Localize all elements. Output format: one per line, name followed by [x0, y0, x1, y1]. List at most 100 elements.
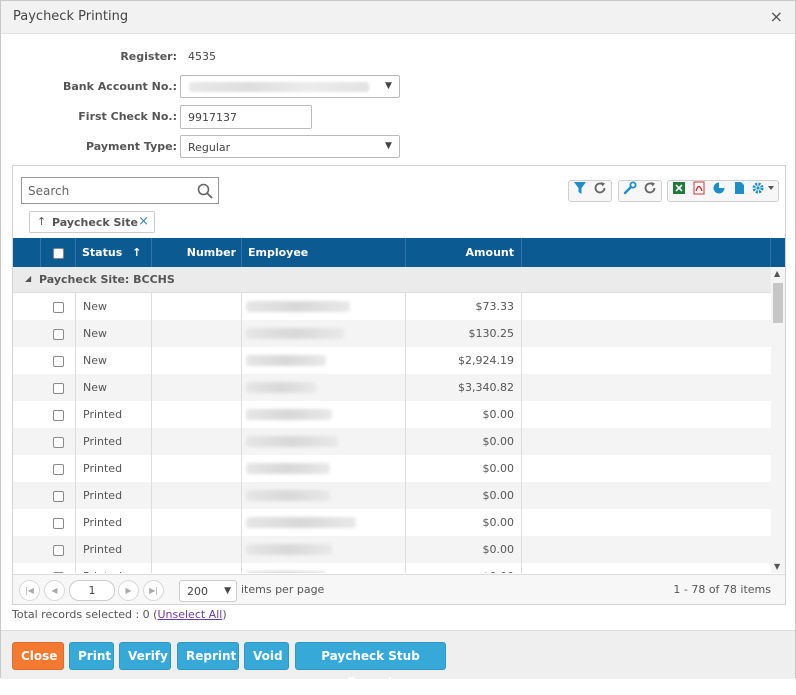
pdf-icon[interactable]: [689, 181, 709, 201]
unselect-all-link[interactable]: Unselect All: [157, 608, 223, 621]
dialog-footer: Close Print Verify Reprint Void Paycheck…: [1, 630, 795, 689]
print-button[interactable]: Print: [69, 642, 114, 670]
redacted-employee-name: [246, 517, 356, 528]
table-row[interactable]: Printed $0.00: [13, 563, 771, 573]
previous-page-icon[interactable]: ◀: [44, 580, 65, 601]
row-checkbox[interactable]: [52, 355, 64, 367]
reprint-button[interactable]: Reprint: [177, 642, 239, 670]
first-check-value: 9917137: [188, 111, 237, 124]
close-button[interactable]: Close: [12, 642, 64, 670]
row-employee: [242, 563, 406, 573]
table-row[interactable]: Printed $0.00: [13, 482, 771, 509]
row-checkbox[interactable]: [52, 301, 64, 313]
header-employee[interactable]: Employee: [242, 238, 406, 267]
items-per-page-label: items per page: [241, 583, 325, 596]
row-number: [152, 320, 242, 347]
row-number: [152, 509, 242, 536]
chart-icon[interactable]: [709, 181, 729, 201]
wrench-icon[interactable]: [620, 181, 640, 201]
scroll-thumb[interactable]: [773, 283, 783, 323]
payment-type-select[interactable]: Regular ▼: [180, 135, 400, 158]
table-row[interactable]: Printed $0.00: [13, 428, 771, 455]
select-all-checkbox[interactable]: [52, 247, 64, 259]
paycheck-grid: Search: [12, 165, 786, 605]
table-row[interactable]: Printed $0.00: [13, 536, 771, 563]
search-input[interactable]: Search: [21, 177, 219, 204]
row-status: Printed: [76, 482, 152, 509]
row-amount: $0.00: [406, 509, 522, 536]
table-row[interactable]: New $3,340.82: [13, 374, 771, 401]
row-employee: [242, 455, 406, 482]
selection-summary: Total records selected : 0 (Unselect All…: [12, 608, 227, 621]
chevron-down-icon: ▼: [385, 141, 392, 151]
first-page-icon[interactable]: |◀: [19, 580, 40, 601]
row-checkbox[interactable]: [52, 517, 64, 529]
last-page-icon[interactable]: ▶|: [143, 580, 164, 601]
row-amount: $0.00: [406, 401, 522, 428]
row-select-cell: [41, 482, 76, 509]
filter-icon[interactable]: [570, 181, 590, 201]
group-chip-paycheck-site[interactable]: ↑ Paycheck Site ×: [29, 211, 155, 233]
scroll-up-icon[interactable]: ▲: [774, 269, 781, 278]
row-status: Printed: [76, 455, 152, 482]
document-icon[interactable]: [729, 181, 749, 201]
grid-rows: New $73.33 New $130.25 New $2,924.19: [13, 293, 771, 573]
total-selected-text: Total records selected : 0 (: [12, 608, 158, 621]
row-select-cell: [41, 320, 76, 347]
row-number: [152, 293, 242, 320]
row-select-cell: [41, 563, 76, 573]
remove-group-icon[interactable]: ×: [138, 214, 149, 229]
page-number-input[interactable]: 1: [69, 580, 115, 601]
row-checkbox[interactable]: [52, 436, 64, 448]
row-select-cell: [41, 401, 76, 428]
payment-type-row: Payment Type: Regular ▼: [1, 135, 796, 159]
row-status: New: [76, 320, 152, 347]
row-amount: $130.25: [406, 320, 522, 347]
header-amount[interactable]: Amount: [406, 238, 522, 267]
row-employee: [242, 428, 406, 455]
refresh-icon[interactable]: [590, 181, 610, 201]
row-select-cell: [41, 455, 76, 482]
row-amount: $0.00: [406, 536, 522, 563]
table-row[interactable]: Printed $0.00: [13, 455, 771, 482]
row-checkbox[interactable]: [52, 463, 64, 475]
row-checkbox[interactable]: [52, 382, 64, 394]
first-check-input[interactable]: 9917137: [180, 105, 312, 129]
gear-icon[interactable]: [749, 181, 777, 201]
table-row[interactable]: New $130.25: [13, 320, 771, 347]
void-button[interactable]: Void: [244, 642, 289, 670]
scroll-down-icon[interactable]: ▼: [774, 562, 781, 571]
collapse-icon[interactable]: ◢: [25, 274, 32, 283]
paycheck-stub-report-button[interactable]: Paycheck Stub Report: [295, 642, 446, 689]
row-checkbox[interactable]: [52, 544, 64, 556]
row-checkbox[interactable]: [52, 571, 64, 573]
bank-account-select[interactable]: ▼: [180, 75, 400, 98]
excel-icon[interactable]: [669, 181, 689, 201]
table-row[interactable]: Printed $0.00: [13, 509, 771, 536]
row-checkbox[interactable]: [52, 409, 64, 421]
row-employee: [242, 482, 406, 509]
first-check-row: First Check No.: 9917137: [1, 105, 796, 129]
redacted-bank-account: [189, 82, 369, 92]
row-select-cell: [41, 347, 76, 374]
page-size-select[interactable]: 200 ▼: [179, 580, 237, 602]
group-row-bcchs[interactable]: ◢ Paycheck Site: BCCHS: [13, 267, 771, 293]
header-number[interactable]: Number: [152, 238, 242, 267]
close-icon[interactable]: ×: [769, 7, 783, 26]
row-checkbox[interactable]: [52, 328, 64, 340]
pager-info: 1 - 78 of 78 items: [673, 583, 771, 596]
row-checkbox[interactable]: [52, 490, 64, 502]
row-amount: $0.00: [406, 428, 522, 455]
row-number: [152, 536, 242, 563]
table-row[interactable]: Printed $0.00: [13, 401, 771, 428]
next-page-icon[interactable]: ▶: [118, 580, 139, 601]
table-row[interactable]: New $73.33: [13, 293, 771, 320]
row-amount: $73.33: [406, 293, 522, 320]
header-status[interactable]: Status ↑: [76, 238, 152, 267]
sort-up-icon: ↑: [37, 215, 47, 228]
refresh-icon[interactable]: [640, 181, 660, 201]
vertical-scrollbar[interactable]: ▲ ▼: [771, 267, 785, 573]
header-select-all: [41, 238, 76, 267]
verify-button[interactable]: Verify: [119, 642, 171, 670]
table-row[interactable]: New $2,924.19: [13, 347, 771, 374]
